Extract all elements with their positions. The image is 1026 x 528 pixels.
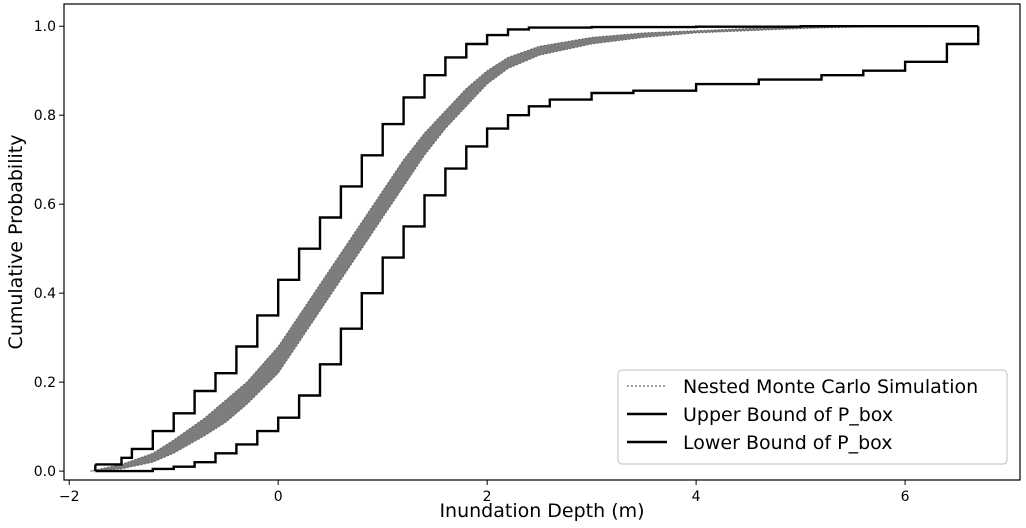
legend-upper-label: Upper Bound of P_box (683, 404, 893, 426)
upper-bound-line (95, 25, 979, 466)
y-axis-title: Cumulative Probability (5, 135, 27, 350)
lower-bound-line (95, 37, 980, 473)
plot-frame (63, 3, 1021, 481)
legend-box (617, 369, 1008, 465)
legend-lower-label: Lower Bound of P_box (683, 432, 892, 454)
y-tick-label: 0.8 (34, 108, 56, 124)
x-tick-label: 4 (692, 489, 701, 505)
y-tick-label: 0.6 (34, 197, 56, 213)
legend-simulation-label: Nested Monte Carlo Simulation (683, 376, 978, 398)
x-tick-label: 0 (274, 489, 283, 505)
y-tick-label: 0.0 (34, 464, 56, 480)
x-axis-title: Inundation Depth (m) (439, 500, 644, 522)
x-tick-label: 2 (483, 489, 492, 505)
y-tick-label: 1.0 (34, 19, 56, 35)
legend: Nested Monte Carlo Simulation Upper Boun… (617, 369, 1008, 465)
x-tick-label: 6 (901, 489, 910, 505)
axis-layer: −2 0 2 4 6 0.0 0.2 0.4 0.6 0.8 1.0 (34, 19, 910, 505)
data-layer (89, 25, 980, 473)
y-tick-label: 0.4 (34, 286, 56, 302)
y-tick-label: 0.2 (34, 375, 56, 391)
x-tick-label: −2 (59, 489, 80, 505)
